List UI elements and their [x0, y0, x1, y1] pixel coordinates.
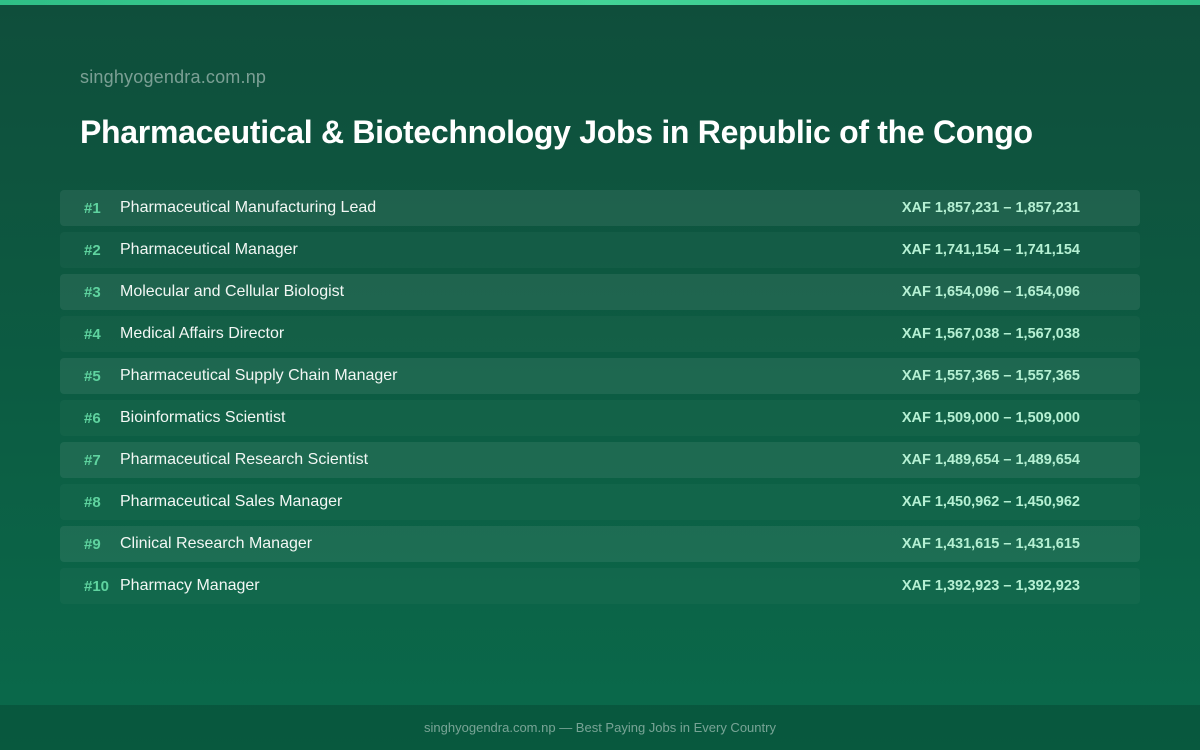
job-title: Pharmaceutical Supply Chain Manager: [120, 367, 398, 384]
footer: singhyogendra.com.np — Best Paying Jobs …: [0, 705, 1200, 750]
job-row-6: #6 Bioinformatics Scientist XAF 1,509,00…: [60, 400, 1140, 436]
job-row-8: #8 Pharmaceutical Sales Manager XAF 1,45…: [60, 484, 1140, 520]
site-name: singhyogendra.com.np: [80, 67, 267, 87]
job-rank: #2: [84, 241, 101, 259]
footer-text: singhyogendra.com.np — Best Paying Jobs …: [424, 720, 776, 735]
job-row-5: #5 Pharmaceutical Supply Chain Manager X…: [60, 358, 1140, 394]
page-title: Pharmaceutical & Biotechnology Jobs in R…: [80, 114, 1033, 150]
job-list: #1 Pharmaceutical Manufacturing Lead XAF…: [60, 190, 1140, 610]
job-salary: XAF 1,450,962 – 1,450,962: [901, 494, 1080, 510]
job-title: Pharmaceutical Sales Manager: [120, 493, 343, 510]
job-row-7: #7 Pharmaceutical Research Scientist XAF…: [60, 442, 1140, 478]
job-rank: #1: [84, 199, 101, 217]
job-title: Pharmaceutical Manufacturing Lead: [120, 199, 377, 216]
job-title: Pharmacy Manager: [120, 577, 260, 594]
job-row-4: #4 Medical Affairs Director XAF 1,567,03…: [60, 316, 1140, 352]
job-title: Pharmaceutical Manager: [120, 241, 298, 258]
job-row-2: #2 Pharmaceutical Manager XAF 1,741,154 …: [60, 232, 1140, 268]
job-salary: XAF 1,857,231 – 1,857,231: [901, 200, 1080, 216]
job-row-9: #9 Clinical Research Manager XAF 1,431,6…: [60, 526, 1140, 562]
job-rank: #4: [84, 325, 101, 343]
job-title: Molecular and Cellular Biologist: [120, 283, 345, 300]
job-row-3: #3 Molecular and Cellular Biologist XAF …: [60, 274, 1140, 310]
job-salary: XAF 1,431,615 – 1,431,615: [901, 536, 1080, 552]
job-rank: #8: [84, 493, 101, 511]
job-rank: #6: [84, 409, 101, 427]
job-title: Medical Affairs Director: [120, 325, 285, 342]
job-rank: #7: [84, 451, 101, 469]
job-salary: XAF 1,741,154 – 1,741,154: [901, 242, 1080, 258]
job-rank: #5: [84, 367, 101, 385]
job-row-1: #1 Pharmaceutical Manufacturing Lead XAF…: [60, 190, 1140, 226]
job-rank: #10: [84, 577, 110, 595]
job-salary: XAF 1,509,000 – 1,509,000: [901, 410, 1080, 426]
job-title: Clinical Research Manager: [120, 535, 313, 552]
job-salary: XAF 1,557,365 – 1,557,365: [901, 368, 1080, 384]
job-salary: XAF 1,392,923 – 1,392,923: [901, 578, 1080, 594]
job-title: Pharmaceutical Research Scientist: [120, 451, 369, 468]
job-salary: XAF 1,567,038 – 1,567,038: [901, 326, 1080, 342]
job-salary: XAF 1,654,096 – 1,654,096: [901, 284, 1080, 300]
top-accent-bar: [0, 0, 1200, 5]
job-rank: #9: [84, 535, 101, 553]
job-rank: #3: [84, 283, 101, 301]
job-title: Bioinformatics Scientist: [120, 409, 286, 426]
job-salary: XAF 1,489,654 – 1,489,654: [901, 452, 1080, 468]
job-row-10: #10 Pharmacy Manager XAF 1,392,923 – 1,3…: [60, 568, 1140, 604]
